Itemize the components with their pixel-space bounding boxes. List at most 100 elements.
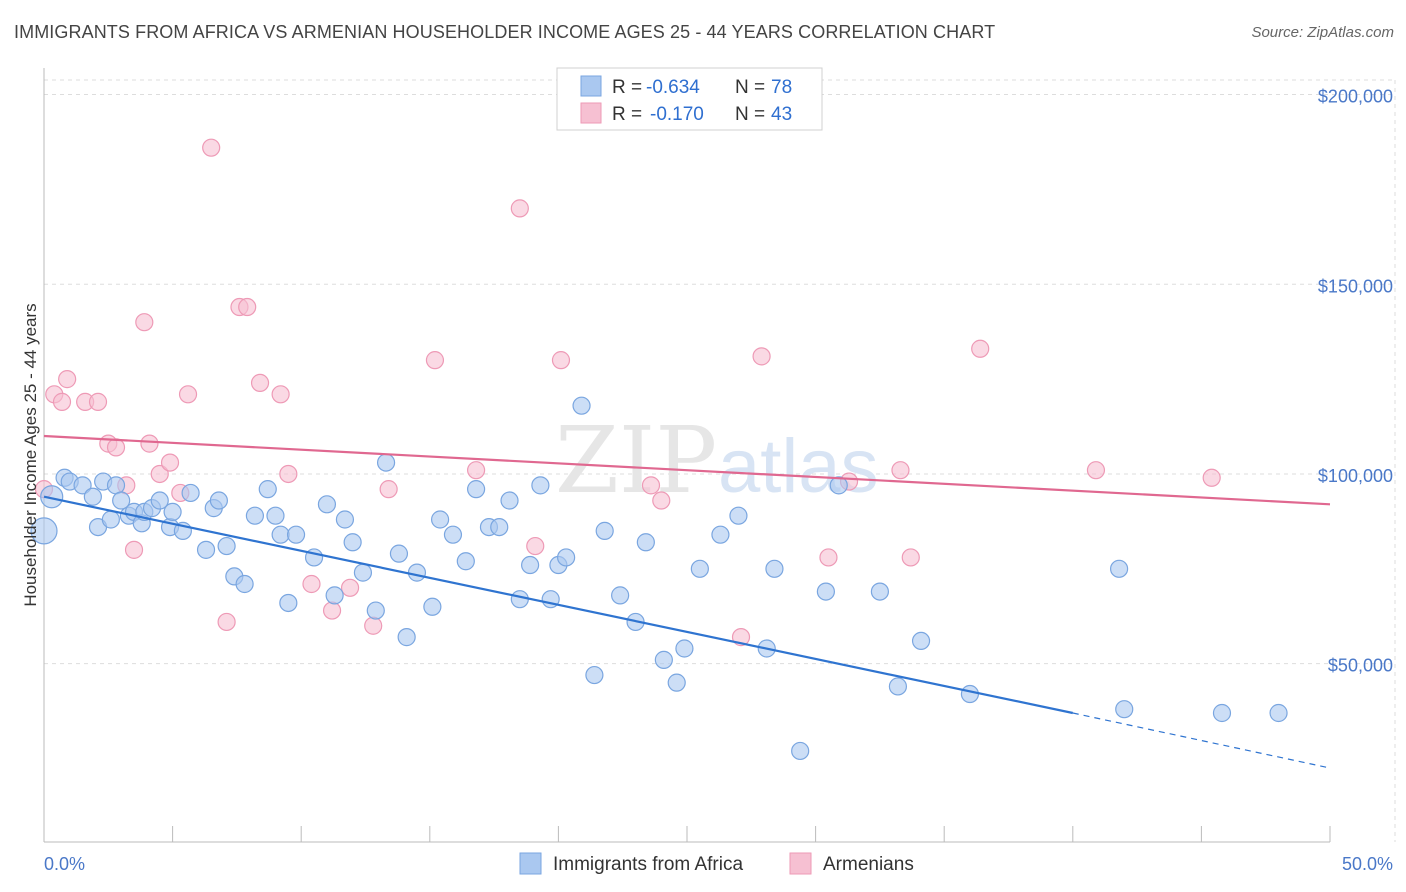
series-legend-label-armenians: Armenians (823, 854, 914, 875)
africa-point (40, 485, 64, 509)
africa-point (389, 544, 409, 563)
africa-point (196, 540, 216, 559)
armenians-point (891, 461, 910, 480)
africa-point (911, 631, 931, 651)
armenians-point (551, 351, 571, 370)
armenians-point (652, 491, 671, 510)
africa-point (729, 506, 748, 525)
armenians-point (150, 464, 169, 484)
armenians-point (526, 536, 545, 556)
y-tick-label: $100,000 (1318, 466, 1393, 486)
correlation-legend: R = -0.634 N = 78 R = -0.170 N = 43 (556, 67, 823, 131)
africa-point (235, 574, 254, 594)
chart-source: Source: ZipAtlas.com (1251, 24, 1394, 41)
africa-point (1212, 703, 1232, 723)
africa-point (829, 476, 848, 495)
armenians-point (819, 548, 838, 567)
africa-point (150, 491, 169, 510)
armenians-point (901, 548, 920, 567)
x-tick-label-end: 50.0% (1342, 854, 1393, 874)
africa-point (279, 593, 298, 613)
africa-point (466, 480, 486, 499)
africa-point (557, 548, 576, 567)
watermark: ZIP atlas (555, 407, 879, 514)
series-legend-swatch-africa (519, 852, 542, 875)
africa-point (430, 510, 450, 529)
africa-point (595, 521, 614, 540)
africa-point (83, 487, 102, 506)
africa-point (317, 495, 337, 514)
y-tick-label: $200,000 (1318, 87, 1393, 107)
legend-swatch-africa (580, 75, 602, 97)
africa-point (585, 665, 604, 685)
y-tick-label: $150,000 (1318, 276, 1393, 296)
africa-point (443, 525, 463, 544)
armenians-point (178, 385, 198, 404)
africa-point (266, 506, 285, 525)
africa-point (791, 741, 810, 761)
legend-r-label-africa: R = (612, 77, 642, 98)
armenians-point (364, 616, 383, 635)
africa-point (1109, 559, 1129, 578)
watermark-zip: ZIP (555, 407, 717, 514)
y-tick-label: $50,000 (1328, 656, 1393, 676)
series-legend-swatch-armenians (789, 852, 812, 875)
africa-point (258, 480, 277, 499)
africa-point (490, 517, 509, 537)
africa-point (816, 582, 835, 601)
armenians-point (752, 347, 771, 366)
legend-n-value-armenians: 43 (771, 104, 792, 125)
legend-swatch-armenians (580, 102, 602, 124)
africa-point (654, 650, 673, 669)
africa-point (286, 525, 306, 544)
armenians-point (238, 297, 257, 317)
africa-trendline (43, 495, 1074, 715)
legend-r-value-africa: -0.634 (646, 77, 700, 98)
africa-point (870, 582, 890, 601)
africa-point (343, 533, 362, 552)
armenians-point (340, 578, 360, 597)
africa-point (106, 476, 126, 495)
armenians-points (34, 138, 1221, 647)
africa-point (163, 502, 182, 522)
legend-n-value-africa: 78 (771, 77, 792, 98)
africa-point (423, 597, 442, 616)
africa-point (960, 684, 980, 704)
africa-point (335, 510, 355, 529)
legend-n-label-armenians: N = (735, 104, 765, 125)
africa-point (765, 559, 784, 578)
y-axis-title: Householder Income Ages 25 - 44 years (21, 303, 40, 606)
armenians-point (271, 385, 290, 404)
africa-point (101, 510, 120, 529)
africa-point (888, 677, 908, 696)
africa-point (500, 491, 519, 510)
armenians-point (202, 138, 221, 157)
africa-point (325, 586, 344, 605)
tick-labels: $50,000 $100,000 $150,000 $200,000 0.0% 50.0% (44, 87, 1393, 874)
armenians-point (379, 480, 398, 499)
africa-points (30, 396, 1288, 761)
armenians-point (322, 601, 342, 620)
africa-point (30, 517, 58, 545)
africa-point (73, 476, 92, 495)
africa-point (353, 563, 373, 582)
legend-r-label-armenians: R = (612, 104, 642, 125)
africa-point (366, 601, 385, 620)
armenians-point (279, 464, 298, 484)
armenians-point (135, 313, 154, 332)
armenians-point (124, 540, 144, 559)
armenians-point (1202, 468, 1221, 487)
watermark-atlas: atlas (718, 424, 879, 509)
africa-point (456, 552, 475, 571)
africa-point (690, 559, 709, 578)
armenians-point (58, 370, 77, 389)
armenians-point (217, 612, 236, 632)
africa-trendline-extension (1072, 712, 1331, 769)
africa-point (376, 453, 396, 472)
axes-layer (43, 68, 1331, 843)
legend-r-value-armenians: -0.170 (650, 104, 704, 125)
africa-point (271, 525, 290, 544)
africa-point (667, 673, 686, 692)
africa-point (510, 590, 529, 609)
